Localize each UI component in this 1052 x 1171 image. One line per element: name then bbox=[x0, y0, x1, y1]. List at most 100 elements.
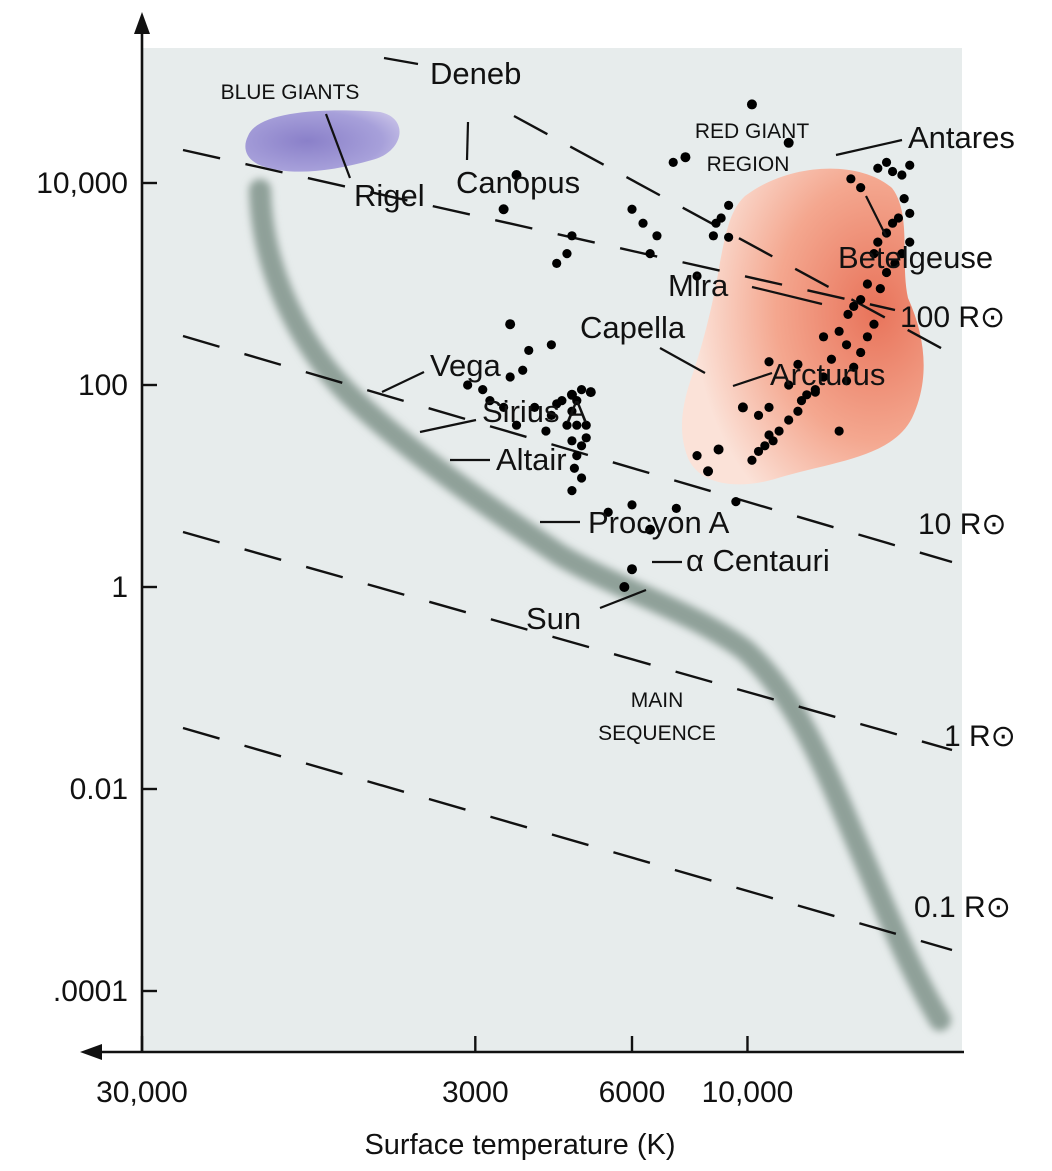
star-point bbox=[862, 332, 873, 342]
star-point bbox=[541, 426, 551, 436]
star-point bbox=[856, 347, 866, 358]
y-tick-label: 10,000 bbox=[36, 167, 128, 200]
star-point bbox=[627, 204, 637, 214]
star-point bbox=[576, 473, 587, 483]
named-star-point-vega bbox=[737, 402, 748, 413]
named-star-point-sirius-a bbox=[713, 444, 724, 455]
red-giant-label-line-2: REGION bbox=[707, 153, 790, 176]
star-point bbox=[567, 436, 577, 446]
star-point bbox=[724, 232, 734, 242]
capella-leader bbox=[659, 347, 706, 374]
betelgeuse-leader bbox=[865, 195, 887, 237]
arcturus-leader bbox=[732, 371, 773, 388]
named-star-point-canopus bbox=[680, 152, 691, 163]
star-point bbox=[478, 385, 488, 395]
star-point bbox=[887, 166, 898, 177]
named-star-point-betelgeuse bbox=[498, 204, 509, 215]
star-point bbox=[841, 340, 852, 350]
x-axis-arrow bbox=[80, 1044, 102, 1060]
main-sequence-band bbox=[249, 179, 951, 1031]
star-label-deneb: Deneb bbox=[430, 56, 521, 91]
star-point bbox=[652, 231, 662, 241]
star-point bbox=[764, 357, 774, 367]
radius-line-100 bbox=[182, 148, 896, 312]
antares-leader bbox=[835, 138, 903, 157]
star-point bbox=[881, 157, 892, 167]
main-sequence-label-line-1: MAIN bbox=[631, 689, 684, 712]
star-point bbox=[890, 258, 900, 268]
star-point bbox=[843, 309, 853, 320]
star-point bbox=[849, 301, 859, 312]
star-point bbox=[581, 420, 591, 430]
star-point bbox=[603, 507, 613, 517]
star-point bbox=[881, 267, 892, 278]
star-point bbox=[567, 406, 577, 416]
star-point bbox=[747, 455, 757, 465]
y-tick-label: 1 bbox=[111, 571, 128, 604]
vega-leader bbox=[381, 371, 425, 393]
x-tick-label: 10,000 bbox=[702, 1076, 794, 1109]
star-label-sirius: Sirius A bbox=[482, 394, 587, 429]
star-point bbox=[897, 170, 907, 180]
mira-leader bbox=[751, 285, 823, 306]
radius-label-1: 1 R⊙ bbox=[944, 720, 1016, 753]
star-point bbox=[875, 284, 885, 294]
star-label-alpha-centauri: α Centauri bbox=[686, 543, 830, 578]
radius-line-1000 bbox=[513, 114, 953, 356]
star-label-arcturus: Arcturus bbox=[770, 357, 885, 392]
radius-label-0.1: 0.1 R⊙ bbox=[914, 891, 1011, 924]
named-star-point-altair bbox=[703, 466, 714, 477]
named-star-point-arcturus bbox=[566, 389, 577, 400]
radius-label-10: 10 R⊙ bbox=[918, 508, 1007, 541]
y-axis-ticks: 10,000 100 1 0.01 .0001 bbox=[36, 167, 157, 1008]
star-point bbox=[826, 354, 837, 364]
star-point bbox=[627, 500, 637, 510]
star-point bbox=[899, 194, 909, 204]
star-point bbox=[849, 362, 859, 372]
star-label-mira: Mira bbox=[668, 268, 729, 303]
star-point bbox=[708, 231, 718, 241]
star-point bbox=[518, 365, 528, 375]
sirius-leader bbox=[419, 418, 477, 434]
x-axis-title: Surface temperature (K) bbox=[364, 1129, 675, 1161]
star-point bbox=[869, 319, 879, 329]
star-point bbox=[731, 497, 741, 507]
red-giant-label-line-1: RED GIANT bbox=[695, 120, 810, 143]
star-point bbox=[873, 237, 883, 247]
named-star-point-rigel bbox=[783, 137, 794, 148]
star-point bbox=[905, 160, 915, 170]
star-point bbox=[499, 402, 509, 413]
star-point bbox=[572, 420, 582, 430]
star-point bbox=[546, 410, 556, 421]
star-point bbox=[774, 426, 784, 436]
star-point bbox=[581, 433, 591, 443]
radius-label-100: 100 R⊙ bbox=[900, 301, 1005, 334]
rigel-leader bbox=[324, 113, 352, 179]
blue-giants-label: BLUE GIANTS bbox=[221, 81, 360, 104]
star-leaders bbox=[324, 56, 903, 610]
x-tick-label: 3000 bbox=[442, 1076, 509, 1109]
star-point bbox=[834, 426, 844, 436]
star-point bbox=[562, 420, 572, 430]
star-label-procyon: Procyon A bbox=[588, 505, 730, 540]
star-point bbox=[887, 218, 898, 228]
star-point bbox=[764, 430, 774, 440]
star-point bbox=[692, 271, 702, 281]
star-point bbox=[511, 420, 522, 430]
star-point bbox=[810, 387, 820, 397]
star-point bbox=[856, 183, 866, 193]
x-tick-label: 6000 bbox=[599, 1076, 666, 1109]
star-point bbox=[784, 415, 794, 425]
star-point bbox=[802, 390, 812, 400]
star-point bbox=[638, 218, 648, 228]
star-point bbox=[692, 450, 702, 461]
star-point bbox=[841, 376, 852, 386]
star-point bbox=[753, 410, 764, 421]
y-axis-arrow bbox=[134, 12, 150, 34]
star-point bbox=[897, 248, 907, 259]
star-point bbox=[567, 486, 577, 496]
star-point bbox=[567, 231, 577, 241]
star-label-betelgeuse: Betelgeuse bbox=[838, 240, 993, 275]
star-point bbox=[796, 396, 807, 406]
